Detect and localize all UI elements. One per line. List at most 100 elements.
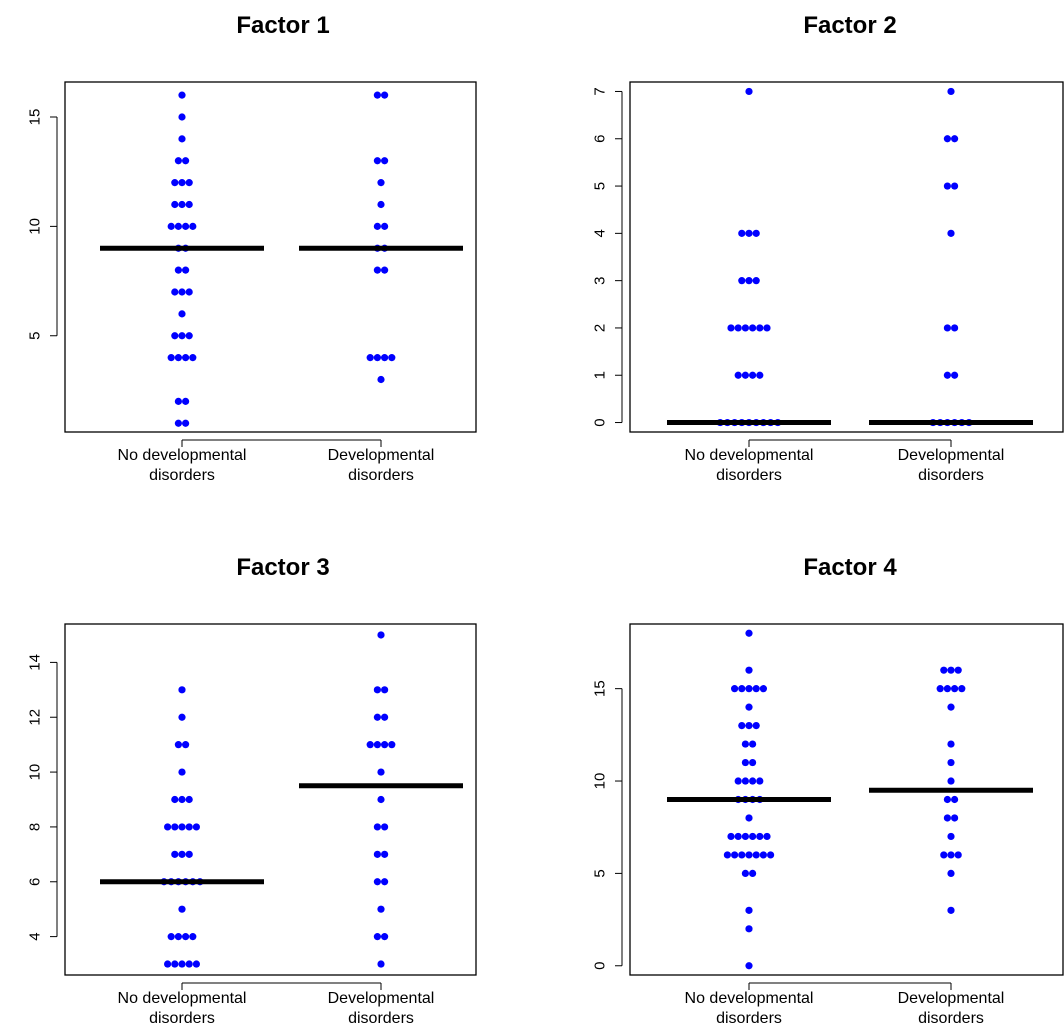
data-point <box>745 906 753 914</box>
data-point <box>381 933 389 941</box>
data-point <box>741 777 750 785</box>
data-point <box>388 354 396 362</box>
data-point <box>373 91 381 99</box>
data-point <box>178 768 186 776</box>
data-point <box>759 851 768 859</box>
data-point <box>185 795 193 804</box>
data-point <box>943 685 952 693</box>
data-point <box>185 960 193 968</box>
data-point <box>749 832 757 841</box>
data-point <box>182 397 190 405</box>
data-point <box>741 869 750 877</box>
data-point <box>936 685 944 693</box>
data-point <box>738 722 746 730</box>
data-point <box>951 685 959 693</box>
data-point <box>171 200 179 209</box>
data-point <box>745 925 753 933</box>
data-point <box>373 933 381 941</box>
data-point <box>182 741 190 749</box>
y-tick-label: 10 <box>27 764 44 781</box>
data-point <box>373 266 381 274</box>
x-category-label: Developmental disorders <box>328 447 435 484</box>
data-point <box>171 823 179 831</box>
data-point <box>174 222 182 230</box>
data-point <box>756 324 764 332</box>
data-point <box>756 777 764 785</box>
plot-frame <box>629 623 1064 976</box>
data-point <box>767 851 775 859</box>
data-point <box>185 179 193 187</box>
data-point <box>174 419 182 427</box>
plot-frame <box>64 81 477 433</box>
data-point <box>182 157 190 165</box>
x-category-label: Developmental disorders <box>898 447 1005 484</box>
data-point <box>178 288 186 296</box>
y-tick-label: 15 <box>27 109 44 126</box>
data-point <box>745 962 753 970</box>
data-point <box>947 87 955 96</box>
data-point <box>377 631 385 639</box>
data-point <box>167 933 175 941</box>
data-point <box>373 741 381 749</box>
data-point <box>182 354 190 362</box>
data-point <box>741 371 750 379</box>
data-point <box>381 686 389 694</box>
y-tick-label: 0 <box>592 418 609 426</box>
y-tick-label: 2 <box>592 324 609 332</box>
data-point <box>947 851 955 859</box>
plot-frame <box>64 623 477 976</box>
y-tick-label: 4 <box>27 932 44 940</box>
data-point <box>763 324 771 332</box>
data-point <box>377 905 385 913</box>
data-point <box>741 740 750 748</box>
data-point <box>373 157 381 165</box>
data-point <box>174 157 182 165</box>
data-point <box>749 777 757 785</box>
data-point <box>727 324 735 332</box>
data-point <box>381 222 389 230</box>
data-point <box>189 222 197 230</box>
y-tick-label: 0 <box>592 962 609 970</box>
data-point <box>749 758 757 767</box>
data-point <box>178 823 186 831</box>
data-point <box>366 354 374 362</box>
data-point <box>178 905 186 913</box>
y-tick-label: 8 <box>27 823 44 831</box>
data-point <box>178 113 186 121</box>
data-point <box>943 371 952 379</box>
data-point <box>388 741 396 749</box>
data-point <box>377 795 385 804</box>
data-point <box>174 397 182 405</box>
data-point <box>723 851 732 859</box>
data-point <box>749 324 757 332</box>
data-point <box>745 229 753 237</box>
data-point <box>947 666 955 674</box>
y-tick-label: 5 <box>592 869 609 877</box>
data-point <box>741 832 750 841</box>
data-point <box>182 222 190 230</box>
data-point <box>377 375 385 384</box>
data-point <box>940 666 948 674</box>
data-point <box>951 371 959 379</box>
data-point <box>373 354 381 362</box>
data-point <box>192 823 200 831</box>
data-point <box>171 288 179 296</box>
y-tick-label: 10 <box>27 218 44 235</box>
data-point <box>381 266 389 274</box>
data-point <box>745 703 753 711</box>
data-point <box>381 157 389 165</box>
chart-panel-4: Factor 4 0 5 10 15 No developmental disorders D… <box>592 554 1064 1027</box>
data-point <box>947 869 955 877</box>
data-point <box>171 179 179 187</box>
y-tick-label: 6 <box>592 135 609 143</box>
data-point <box>741 758 750 767</box>
data-point <box>951 182 959 190</box>
data-point <box>943 182 952 190</box>
data-point <box>174 741 182 749</box>
data-point <box>174 933 182 941</box>
data-point <box>752 277 760 285</box>
data-point <box>947 758 955 767</box>
data-point <box>752 722 760 730</box>
data-point <box>381 878 389 886</box>
